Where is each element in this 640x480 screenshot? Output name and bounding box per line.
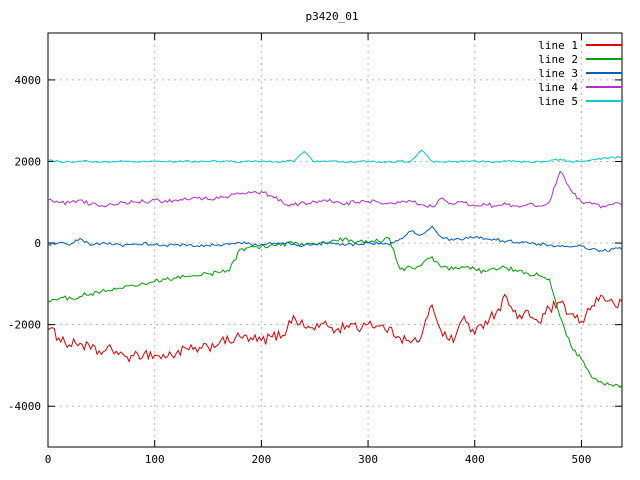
plot-border — [47, 32, 623, 448]
series-path-3 — [47, 225, 623, 252]
legend-line-swatch — [586, 100, 622, 102]
legend-line-swatch — [586, 58, 622, 60]
chart-title: p3420_01 — [305, 10, 359, 23]
legend-item: line 1 — [538, 38, 622, 52]
legend: line 1 line 2 line 3 line 4 line 5 — [538, 38, 622, 108]
legend-item: line 4 — [538, 80, 622, 94]
y-tick-label: 0 — [34, 237, 41, 250]
legend-label: line 3 — [538, 66, 578, 80]
legend-item: line 3 — [538, 66, 622, 80]
y-tick-label: -2000 — [8, 319, 41, 332]
legend-item: line 5 — [538, 94, 622, 108]
legend-item: line 2 — [538, 52, 622, 66]
series-path-5 — [47, 149, 623, 164]
y-tick-label: 4000 — [15, 74, 42, 87]
y-tick-label: -4000 — [8, 400, 41, 413]
legend-label: line 5 — [538, 94, 578, 108]
y-tick-label: 2000 — [15, 155, 42, 168]
legend-line-swatch — [586, 72, 622, 74]
x-tick-label: 0 — [45, 453, 52, 466]
x-tick-label: 300 — [358, 453, 378, 466]
x-tick-label: 500 — [572, 453, 592, 466]
x-tick-label: 200 — [251, 453, 271, 466]
legend-label: line 2 — [538, 52, 578, 66]
legend-line-swatch — [586, 86, 622, 88]
legend-line-swatch — [586, 44, 622, 46]
series-path-1 — [47, 293, 623, 363]
series-path-2 — [47, 236, 623, 389]
legend-label: line 4 — [538, 80, 578, 94]
legend-label: line 1 — [538, 38, 578, 52]
x-tick-label: 400 — [465, 453, 485, 466]
series-path-4 — [47, 170, 623, 209]
x-tick-label: 100 — [145, 453, 165, 466]
